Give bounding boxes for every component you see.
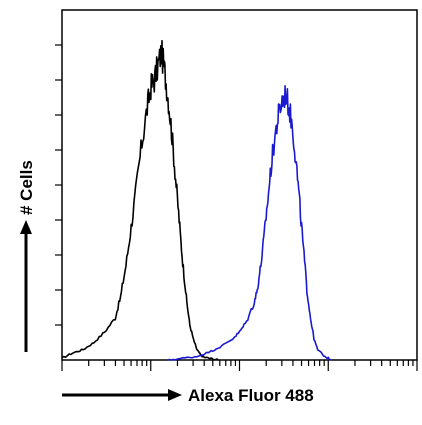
x-axis-ticks xyxy=(61,360,418,371)
histogram-black-series xyxy=(61,39,219,361)
series-layer xyxy=(61,39,332,361)
y-axis-ticks xyxy=(55,44,62,326)
x-axis-label: Alexa Fluor 488 xyxy=(188,386,314,405)
y-axis-label: # Cells xyxy=(17,160,36,215)
plot-frame xyxy=(61,9,418,361)
histogram-blue-series xyxy=(168,85,332,361)
x-axis-arrowhead xyxy=(168,389,182,401)
y-axis-arrowhead xyxy=(20,220,32,234)
